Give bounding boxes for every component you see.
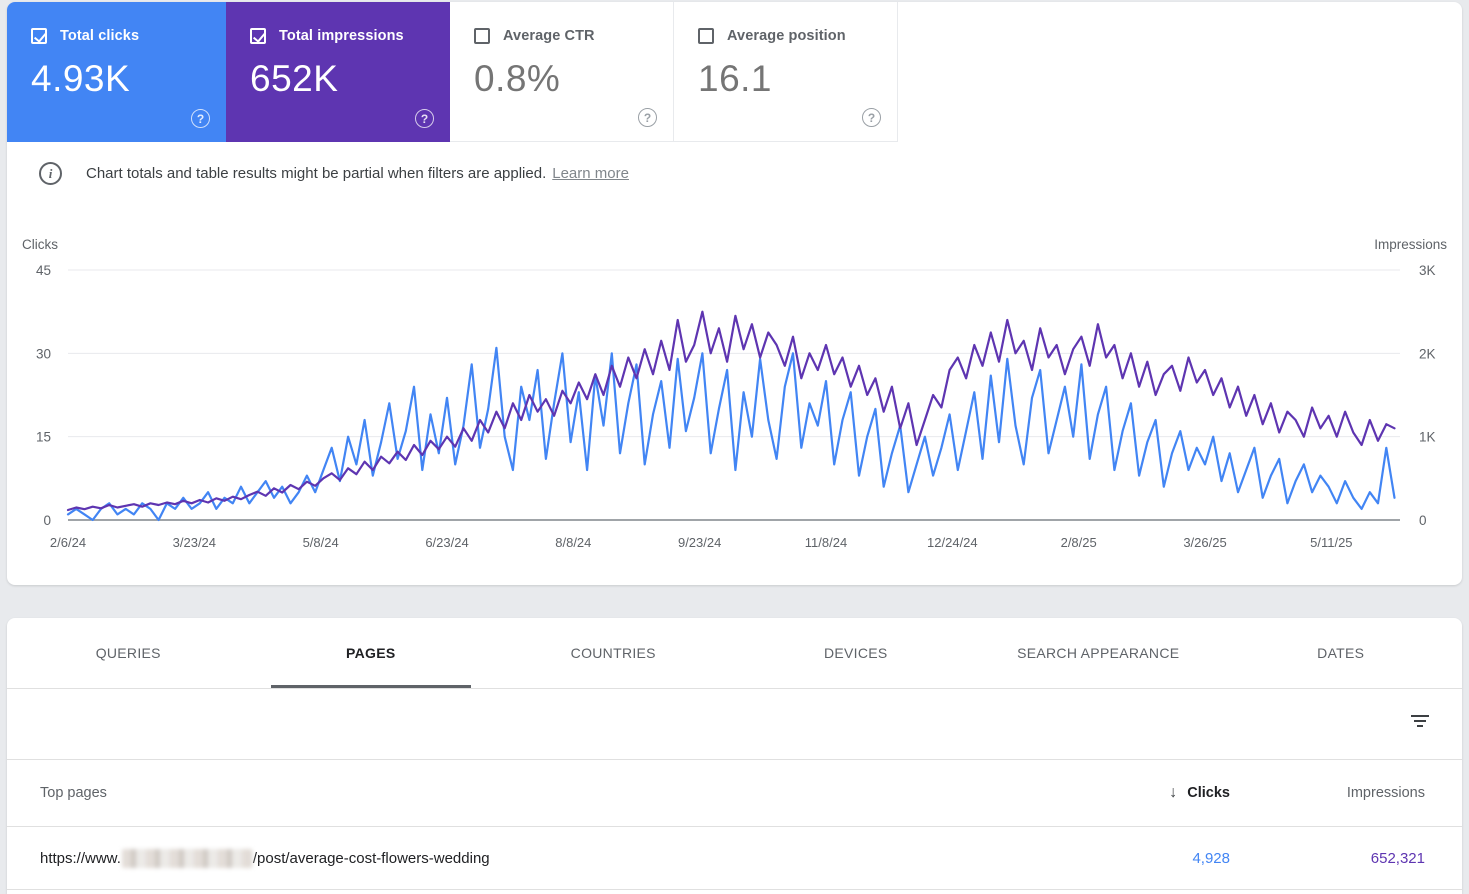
learn-more-link[interactable]: Learn more [552,165,629,182]
svg-text:12/24/24: 12/24/24 [927,535,978,550]
partial-data-banner: i Chart totals and table results might b… [39,162,629,185]
tab-countries[interactable]: COUNTRIES [570,645,656,661]
performance-line-chart[interactable]: Clicks Impressions 45 3K 30 2K 15 1K 0 0 2/6/24 3/2… [7,230,1462,575]
clicks-value-cell[interactable]: 4,928 [1192,849,1230,867]
column-header-impressions[interactable]: Impressions [1346,785,1425,801]
metric-value: 16.1 [698,58,773,99]
svg-text:45: 45 [36,263,51,278]
svg-text:8/8/24: 8/8/24 [555,535,591,550]
tab-search-appearance[interactable]: SEARCH APPEARANCE [1017,645,1180,661]
results-card: QUERIES PAGES COUNTRIES DEVICES SEARCH A… [7,618,1462,894]
svg-text:5/8/24: 5/8/24 [303,535,339,550]
svg-text:3/26/25: 3/26/25 [1183,535,1226,550]
svg-text:9/23/24: 9/23/24 [678,535,721,550]
tab-dates[interactable]: DATES [1317,645,1365,661]
metric-label: Average position [727,28,846,44]
metric-card-average-ctr[interactable]: Average CTR 0.8% ? [450,2,674,142]
filter-icon[interactable] [1410,715,1430,733]
total-impressions-checkbox[interactable] [250,28,266,44]
metric-cards: Total clicks 4.93K ? Total impressions 6… [7,2,898,142]
column-header-top-pages[interactable]: Top pages [40,785,107,801]
help-icon[interactable]: ? [862,108,881,127]
svg-text:2/8/25: 2/8/25 [1061,535,1097,550]
metric-label: Total impressions [279,28,404,44]
help-icon[interactable]: ? [638,108,657,127]
page-url-cell[interactable]: https://www./post/average-cost-flowers-w… [40,848,490,868]
impressions-value-cell[interactable]: 652,321 [1370,849,1425,867]
metric-value: 652K [250,58,339,99]
metric-card-total-clicks[interactable]: Total clicks 4.93K ? [7,2,226,142]
metric-value: 4.93K [31,58,131,99]
sort-desc-icon: ↓ [1169,784,1178,801]
svg-text:3K: 3K [1419,263,1436,278]
svg-text:3/23/24: 3/23/24 [173,535,216,550]
column-header-clicks[interactable]: ↓ Clicks [1169,784,1230,801]
svg-text:2/6/24: 2/6/24 [50,535,86,550]
performance-card: Total clicks 4.93K ? Total impressions 6… [7,2,1462,585]
metric-card-average-position[interactable]: Average position 16.1 ? [674,2,898,142]
table-toolbar [7,689,1462,760]
svg-text:5/11/25: 5/11/25 [1310,535,1352,550]
svg-text:Impressions: Impressions [1374,237,1447,252]
svg-text:0: 0 [1419,513,1427,528]
metric-value: 0.8% [474,58,561,99]
metric-card-total-impressions[interactable]: Total impressions 652K ? [226,2,450,142]
metric-label: Total clicks [60,28,140,44]
dimension-tabs: QUERIES PAGES COUNTRIES DEVICES SEARCH A… [7,618,1462,689]
svg-text:11/8/24: 11/8/24 [805,535,847,550]
tab-pages[interactable]: PAGES [250,618,493,688]
redacted-url-segment [121,848,252,868]
svg-text:30: 30 [36,346,51,361]
average-ctr-checkbox[interactable] [474,28,490,44]
info-icon: i [39,162,62,185]
svg-text:2K: 2K [1419,346,1436,361]
svg-text:0: 0 [43,513,51,528]
tab-devices[interactable]: DEVICES [823,645,888,661]
help-icon[interactable]: ? [415,109,434,128]
svg-text:6/23/24: 6/23/24 [425,535,468,550]
tab-queries[interactable]: QUERIES [95,645,161,661]
total-clicks-checkbox[interactable] [31,28,47,44]
table-row[interactable]: https://www./post/average-cost-flowers-w… [7,827,1462,890]
metric-label: Average CTR [503,28,595,44]
svg-text:15: 15 [36,430,51,445]
average-position-checkbox[interactable] [698,28,714,44]
svg-text:Clicks: Clicks [22,237,58,252]
banner-text: Chart totals and table results might be … [86,165,629,182]
svg-text:1K: 1K [1419,430,1436,445]
help-icon[interactable]: ? [191,109,210,128]
table-header: Top pages ↓ Clicks Impressions [7,760,1462,827]
